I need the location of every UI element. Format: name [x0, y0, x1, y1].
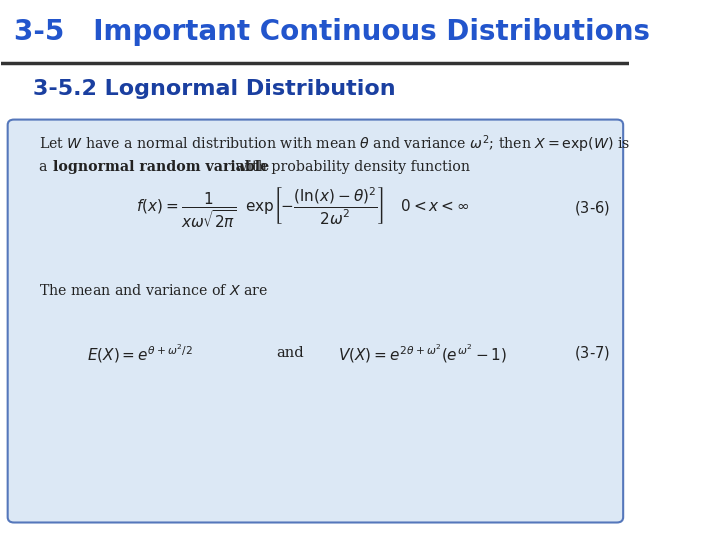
Text: with probability density function: with probability density function — [230, 160, 469, 174]
Text: $E(X) = e^{\theta+\omega^2/2}$: $E(X) = e^{\theta+\omega^2/2}$ — [86, 342, 192, 364]
Text: The mean and variance of $X$ are: The mean and variance of $X$ are — [39, 284, 269, 299]
Text: lognormal random variable: lognormal random variable — [53, 160, 269, 174]
FancyBboxPatch shape — [8, 119, 624, 523]
Text: $f(x) = \dfrac{1}{x\omega\sqrt{2\pi}} \;\; \exp\!\left[-\dfrac{(\ln(x)-\theta)^2: $f(x) = \dfrac{1}{x\omega\sqrt{2\pi}} \;… — [136, 186, 469, 231]
Text: $V(X) = e^{2\theta+\omega^2}(e^{\omega^2}-1)$: $V(X) = e^{2\theta+\omega^2}(e^{\omega^2… — [338, 342, 507, 364]
Text: and: and — [276, 346, 304, 360]
Text: $(3\text{-}7)$: $(3\text{-}7)$ — [574, 345, 610, 362]
Text: Let $W$ have a normal distribution with mean $\theta$ and variance $\omega^2$; t: Let $W$ have a normal distribution with … — [39, 133, 631, 154]
Text: $(3\text{-}6)$: $(3\text{-}6)$ — [574, 199, 610, 217]
Text: 3-5.2 Lognormal Distribution: 3-5.2 Lognormal Distribution — [33, 79, 395, 99]
Text: 3-5   Important Continuous Distributions: 3-5 Important Continuous Distributions — [14, 17, 650, 45]
Text: a: a — [39, 160, 52, 174]
